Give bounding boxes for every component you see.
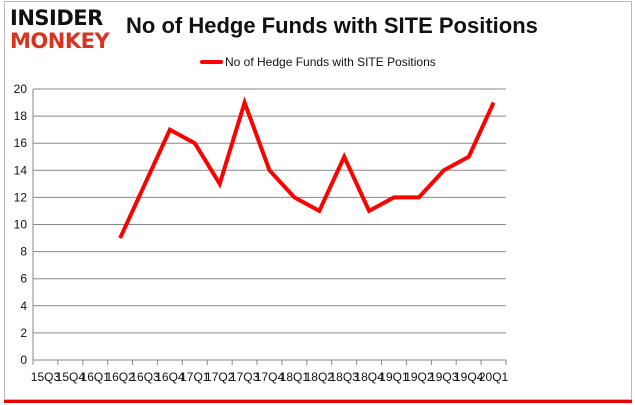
y-tick-label: 0 xyxy=(20,353,27,367)
logo-line2: MONKEY xyxy=(10,29,110,53)
x-tick-label: 17Q1 xyxy=(180,370,210,384)
chart-title: No of Hedge Funds with SITE Positions xyxy=(126,13,538,38)
legend-label: No of Hedge Funds with SITE Positions xyxy=(225,55,436,69)
x-tick-label: 16Q1 xyxy=(81,370,111,384)
y-tick-label: 20 xyxy=(14,82,28,96)
legend-swatch xyxy=(200,60,223,64)
x-tick-label: 18Q3 xyxy=(330,370,360,384)
x-tick-label: 19Q3 xyxy=(429,370,459,384)
y-tick-label: 2 xyxy=(20,326,27,340)
x-tick-label: 18Q4 xyxy=(354,370,384,384)
x-tick-label: 18Q2 xyxy=(305,370,335,384)
x-tick-label: 17Q4 xyxy=(255,370,285,384)
y-tick-label: 16 xyxy=(14,136,28,150)
x-tick-label: 20Q1 xyxy=(479,370,509,384)
x-tick-label: 17Q2 xyxy=(205,370,235,384)
x-tick-label: 15Q4 xyxy=(56,370,86,384)
y-tick-label: 14 xyxy=(14,163,28,177)
y-tick-label: 6 xyxy=(20,272,27,286)
y-tick-label: 12 xyxy=(14,190,28,204)
chart-frame xyxy=(4,1,632,400)
x-tick-label: 16Q3 xyxy=(130,370,160,384)
x-tick-label: 17Q3 xyxy=(230,370,260,384)
series-line xyxy=(118,96,496,239)
x-tick-label: 15Q3 xyxy=(31,370,61,384)
y-tick-label: 18 xyxy=(14,109,28,123)
x-tick-label: 19Q2 xyxy=(404,370,434,384)
x-tick-label: 18Q1 xyxy=(280,370,310,384)
x-tick-label: 19Q4 xyxy=(454,370,484,384)
x-tick-label: 16Q4 xyxy=(155,370,185,384)
insider-monkey-logo: INSIDER MONKEY xyxy=(10,6,118,53)
y-tick-label: 10 xyxy=(14,218,28,232)
legend: No of Hedge Funds with SITE Positions xyxy=(200,55,436,69)
y-tick-label: 8 xyxy=(20,245,27,259)
x-tick-label: 19Q1 xyxy=(379,370,409,384)
y-tick-label: 4 xyxy=(20,299,27,313)
x-tick-label: 16Q2 xyxy=(105,370,135,384)
logo-line1: INSIDER xyxy=(10,6,103,30)
